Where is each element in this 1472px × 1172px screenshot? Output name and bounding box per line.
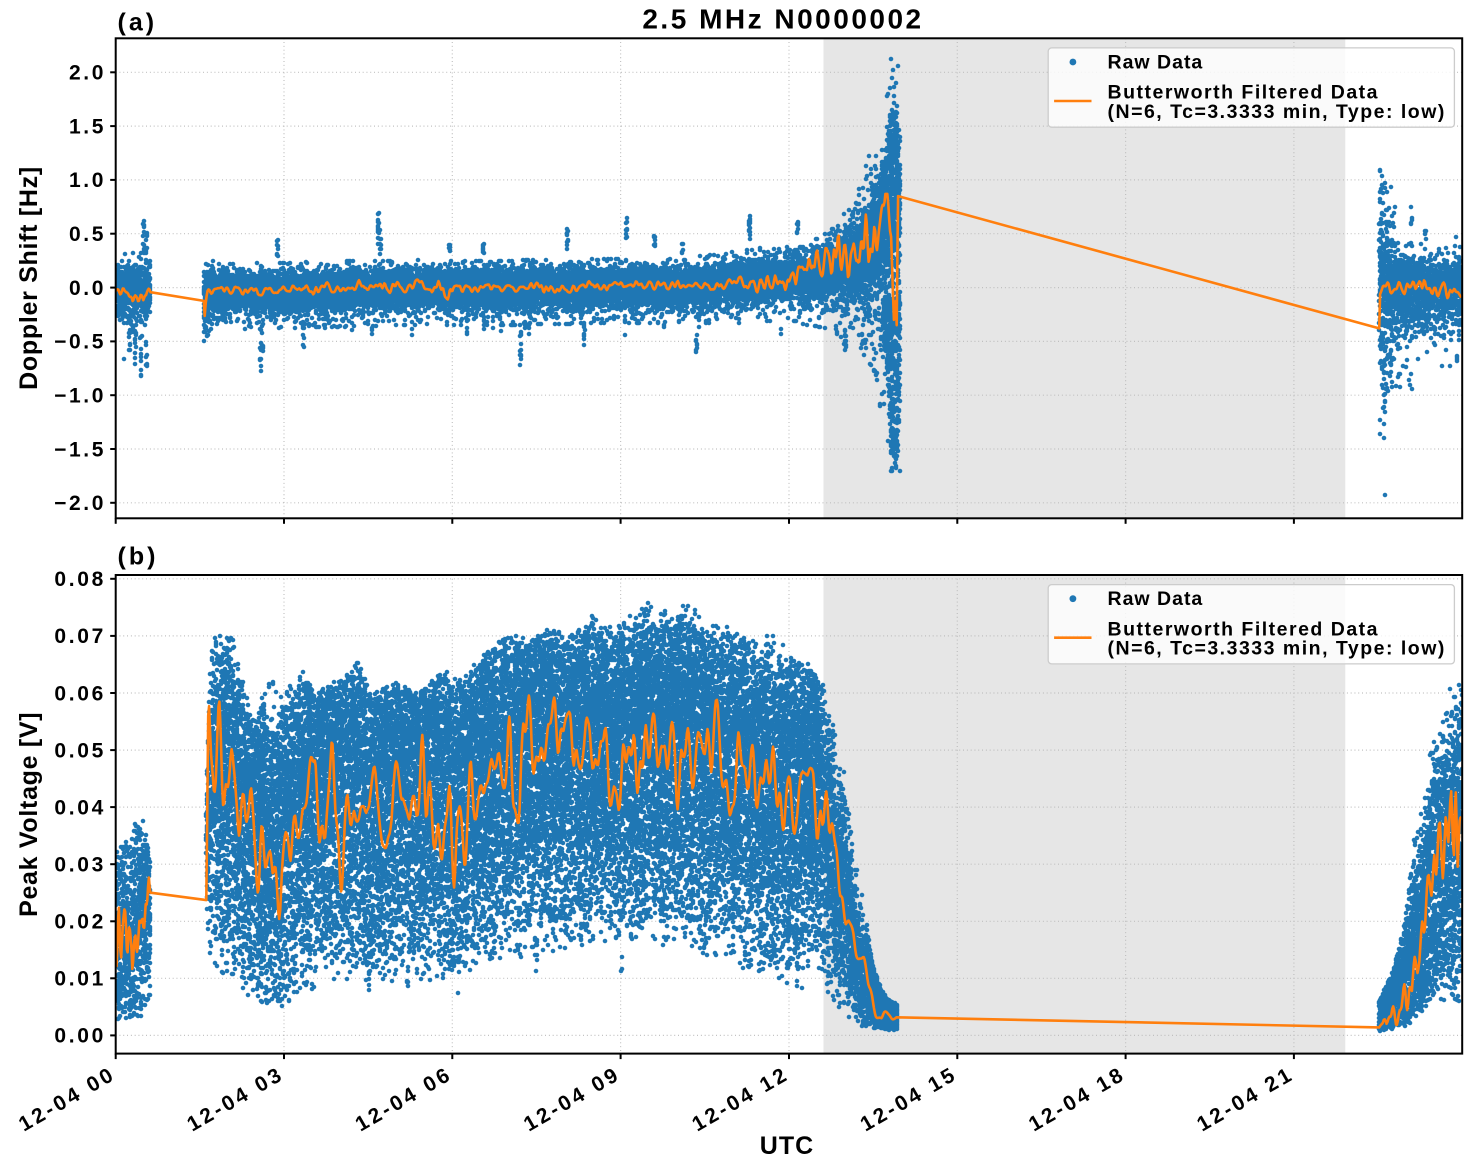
- svg-text:(b): (b): [118, 543, 159, 571]
- svg-text:Butterworth Filtered Data: Butterworth Filtered Data: [1108, 618, 1380, 640]
- svg-text:0.5: 0.5: [69, 223, 106, 246]
- svg-text:1.0: 1.0: [69, 169, 106, 192]
- svg-text:Raw Data: Raw Data: [1108, 588, 1204, 610]
- svg-text:1.5: 1.5: [69, 115, 106, 138]
- svg-text:(N=6, Tc=3.3333 min, Type: low: (N=6, Tc=3.3333 min, Type: low): [1108, 101, 1446, 123]
- svg-text:−1.0: −1.0: [54, 385, 106, 408]
- svg-text:−2.0: −2.0: [54, 492, 106, 515]
- svg-text:0.04: 0.04: [54, 796, 106, 819]
- svg-text:−1.5: −1.5: [54, 438, 106, 461]
- svg-text:0.05: 0.05: [54, 739, 106, 762]
- svg-text:0.06: 0.06: [54, 682, 106, 705]
- svg-text:0.08: 0.08: [54, 568, 106, 591]
- svg-text:−0.5: −0.5: [54, 331, 106, 354]
- svg-text:2.5 MHz N0000002: 2.5 MHz N0000002: [642, 4, 923, 35]
- svg-text:Doppler Shift [Hz]: Doppler Shift [Hz]: [15, 166, 43, 390]
- svg-text:(N=6, Tc=3.3333 min, Type: low: (N=6, Tc=3.3333 min, Type: low): [1108, 638, 1446, 660]
- svg-text:0.0: 0.0: [69, 277, 106, 300]
- svg-text:UTC: UTC: [760, 1132, 814, 1160]
- svg-text:Raw Data: Raw Data: [1108, 52, 1204, 74]
- svg-text:0.02: 0.02: [54, 911, 106, 934]
- svg-text:0.07: 0.07: [54, 625, 106, 648]
- svg-text:0.03: 0.03: [54, 854, 106, 877]
- svg-text:(a): (a): [118, 9, 158, 37]
- svg-text:2.0: 2.0: [69, 62, 106, 85]
- svg-text:0.01: 0.01: [54, 968, 106, 991]
- svg-text:Butterworth Filtered Data: Butterworth Filtered Data: [1108, 82, 1380, 104]
- svg-text:0.00: 0.00: [54, 1025, 106, 1048]
- svg-text:Peak Voltage [V]: Peak Voltage [V]: [15, 712, 43, 917]
